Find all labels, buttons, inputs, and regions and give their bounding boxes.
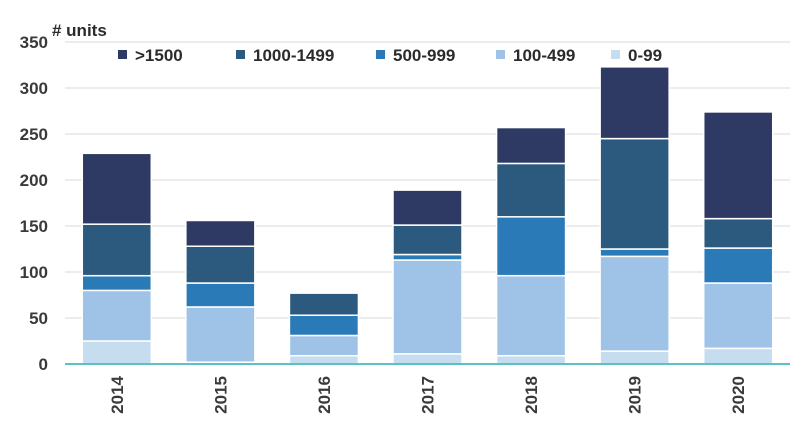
bar-segment <box>495 274 567 357</box>
y-axis-label: # units <box>52 21 107 40</box>
bar-segment <box>599 137 670 250</box>
bar-segment <box>599 255 670 352</box>
bar-segment <box>495 354 567 365</box>
bar-segment <box>702 111 774 220</box>
x-tick-label: 2019 <box>626 376 645 414</box>
bar-segment <box>392 224 463 256</box>
y-tick-label: 50 <box>29 309 48 328</box>
bar-segment <box>702 347 774 365</box>
bar-segment <box>702 247 774 284</box>
bar-segment <box>81 223 153 277</box>
bar-segment <box>288 354 360 365</box>
y-tick-label: 300 <box>20 79 48 98</box>
bar-segment <box>599 350 670 365</box>
bar-segment <box>81 152 153 225</box>
x-tick-label: 2016 <box>315 376 334 414</box>
legend-label: >1500 <box>135 46 183 65</box>
legend-swatch <box>376 50 385 59</box>
legend-swatch <box>496 50 505 59</box>
bar-segment <box>702 282 774 350</box>
bar-segment <box>392 353 463 365</box>
x-tick-label: 2017 <box>419 376 438 414</box>
bar-segment <box>495 126 567 165</box>
legend-swatch <box>118 50 127 59</box>
x-tick-label: 2014 <box>108 375 127 413</box>
x-tick-label: 2020 <box>729 376 748 414</box>
x-tick-label: 2015 <box>211 376 230 414</box>
legend-label: 1000-1499 <box>253 46 334 65</box>
y-tick-label: 150 <box>20 217 48 236</box>
legend-label: 100-499 <box>513 46 575 65</box>
bar-segment <box>185 306 256 363</box>
bar-segment <box>185 282 256 308</box>
bars-group <box>81 66 774 365</box>
bar-segment <box>495 216 567 277</box>
x-tick-label: 2018 <box>522 376 541 414</box>
bar-segment <box>599 248 670 258</box>
bar-segment <box>392 259 463 355</box>
bar-segment <box>185 245 256 284</box>
bar-segment <box>392 253 463 261</box>
y-tick-label: 250 <box>20 125 48 144</box>
bar-segment <box>288 314 360 337</box>
bar-segment <box>392 189 463 226</box>
legend-swatch <box>236 50 245 59</box>
bar-segment <box>81 289 153 342</box>
y-tick-labels: 0 50 100 150 200 250 300 350 <box>20 33 48 374</box>
legend: >1500 1000-1499 500-999 100-499 0-99 <box>118 46 662 65</box>
legend-swatch <box>611 50 620 59</box>
bar-segment <box>81 340 153 365</box>
bar-segment <box>288 334 360 357</box>
y-tick-label: 100 <box>20 263 48 282</box>
bar-segment <box>185 219 256 247</box>
legend-label: 500-999 <box>393 46 455 65</box>
x-tick-labels: 2014 2015 2016 2017 2018 2019 2020 <box>108 375 748 413</box>
bar-segment <box>599 66 670 140</box>
bar-segment <box>702 217 774 249</box>
bar-segment <box>288 292 360 316</box>
bar-segment <box>495 162 567 218</box>
bar-segment <box>81 274 153 292</box>
y-tick-label: 350 <box>20 33 48 52</box>
y-tick-label: 0 <box>39 355 48 374</box>
legend-label: 0-99 <box>628 46 662 65</box>
y-tick-label: 200 <box>20 171 48 190</box>
